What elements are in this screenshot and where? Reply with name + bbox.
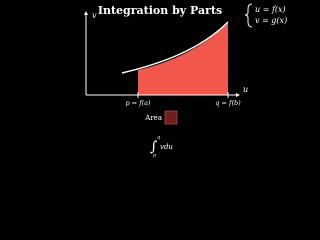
axis-label: u [243,85,248,94]
point-label: p = f(a) [125,99,151,107]
arrow [236,93,240,97]
axis-label: v [92,11,97,20]
legend-swatch [164,110,178,125]
brace [244,3,253,28]
legend-label: Area [144,114,162,122]
integrand: vdu [160,143,173,151]
integral-lower: p [153,153,157,159]
point-label: q = f(b) [215,99,241,107]
area [138,22,228,95]
arrow [84,11,88,15]
curve [121,21,229,74]
integral-upper: q [157,135,160,141]
scene: Integration by Parts u = f(x) v = g(x) v… [84,3,288,159]
definition: u = f(x) [255,5,286,14]
definition: v = g(x) [255,16,287,25]
title: Integration by Parts [98,4,222,17]
integral-sign: ∫ [150,139,157,155]
